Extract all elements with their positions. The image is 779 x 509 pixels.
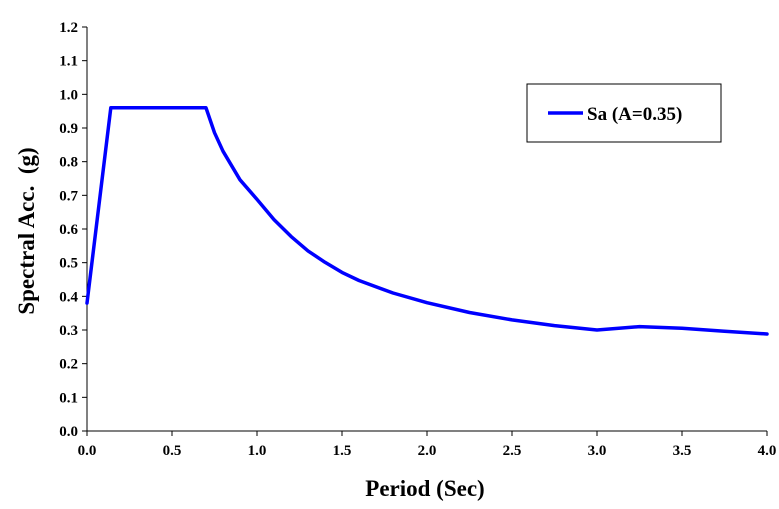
y-tick-label: 0.7: [59, 188, 78, 204]
x-tick-label: 0.5: [163, 443, 182, 459]
x-axis-title: Period (Sec): [365, 476, 484, 501]
y-tick-label: 0.3: [59, 323, 78, 339]
x-tick-label: 3.5: [673, 443, 692, 459]
series-line-0: [85, 106, 769, 336]
y-tick-label: 0.5: [59, 256, 78, 272]
series-lines: [85, 106, 769, 336]
y-tick-label: 1.1: [59, 54, 78, 70]
legend: Sa (A=0.35): [526, 83, 722, 143]
legend-label-sa: Sa (A=0.35): [587, 104, 682, 125]
y-tick-label: 0.9: [59, 121, 78, 137]
y-tick-label: 0.4: [59, 289, 78, 305]
y-tick-label: 1.0: [59, 87, 78, 103]
y-tick-label: 0.6: [59, 222, 78, 238]
x-tick-label: 3.0: [588, 443, 607, 459]
tick-labels: 0.0 0.1 0.2 0.3 0.4 0.5 0.6 0.7 0.8 0.9 1.0 1.1 1.2 0…: [59, 20, 776, 459]
x-tick-label: 1.0: [248, 443, 267, 459]
y-axis-title: Spectral Acc. (g): [14, 147, 39, 314]
y-tick-label: 0.8: [59, 155, 78, 171]
y-tick-label: 0.2: [59, 357, 78, 373]
y-tick-label: 0.1: [59, 390, 78, 406]
y-tick-label: 1.2: [59, 20, 78, 36]
x-tick-label: 4.0: [758, 443, 777, 459]
x-tick-label: 0.0: [78, 443, 97, 459]
y-tick-label: 0.0: [59, 424, 78, 440]
axes: [82, 26, 768, 436]
x-tick-label: 1.5: [333, 443, 352, 459]
x-tick-label: 2.0: [418, 443, 437, 459]
x-tick-label: 2.5: [503, 443, 522, 459]
